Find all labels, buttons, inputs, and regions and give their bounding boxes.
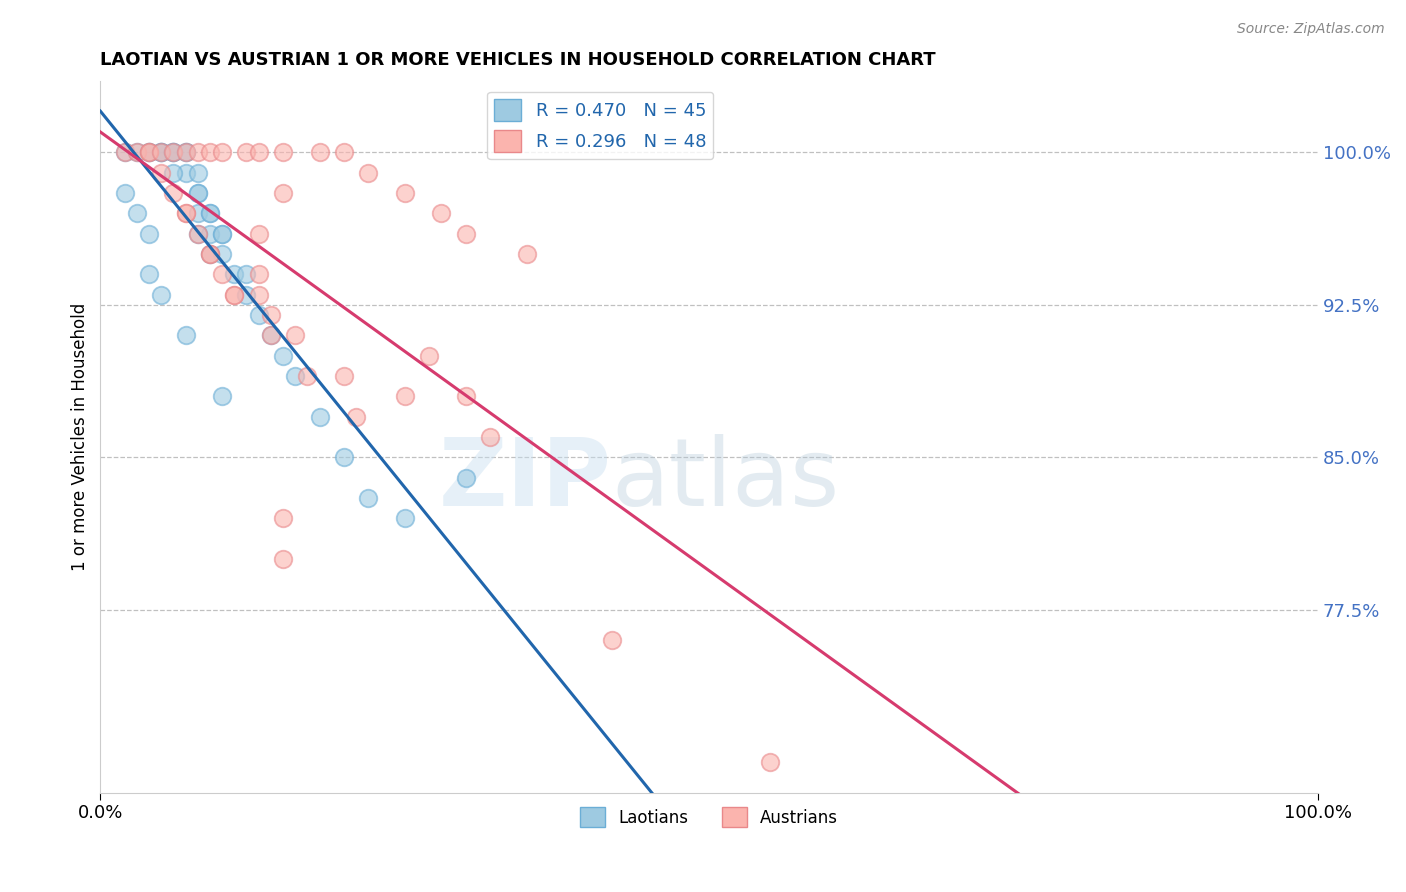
- Point: [138, 268, 160, 282]
- Point: [187, 186, 209, 201]
- Point: [224, 287, 246, 301]
- Point: [454, 389, 477, 403]
- Text: Source: ZipAtlas.com: Source: ZipAtlas.com: [1237, 22, 1385, 37]
- Point: [394, 511, 416, 525]
- Point: [138, 145, 160, 160]
- Point: [260, 308, 283, 322]
- Point: [150, 287, 173, 301]
- Point: [125, 206, 148, 220]
- Point: [138, 227, 160, 241]
- Point: [260, 328, 283, 343]
- Point: [187, 206, 209, 220]
- Text: ZIP: ZIP: [439, 434, 612, 525]
- Point: [247, 145, 270, 160]
- Point: [187, 227, 209, 241]
- Point: [430, 206, 453, 220]
- Point: [150, 166, 173, 180]
- Point: [150, 145, 173, 160]
- Point: [174, 206, 197, 220]
- Point: [418, 349, 440, 363]
- Point: [247, 268, 270, 282]
- Point: [235, 268, 257, 282]
- Point: [454, 470, 477, 484]
- Point: [162, 145, 184, 160]
- Point: [198, 206, 221, 220]
- Point: [138, 145, 160, 160]
- Point: [198, 145, 221, 160]
- Point: [357, 491, 380, 505]
- Point: [174, 206, 197, 220]
- Point: [211, 268, 233, 282]
- Point: [333, 145, 356, 160]
- Point: [162, 186, 184, 201]
- Point: [187, 145, 209, 160]
- Point: [125, 145, 148, 160]
- Point: [271, 349, 294, 363]
- Point: [174, 166, 197, 180]
- Point: [162, 145, 184, 160]
- Point: [235, 145, 257, 160]
- Point: [211, 227, 233, 241]
- Point: [600, 633, 623, 648]
- Point: [357, 166, 380, 180]
- Point: [479, 430, 502, 444]
- Point: [271, 186, 294, 201]
- Point: [516, 247, 538, 261]
- Point: [114, 145, 136, 160]
- Point: [333, 369, 356, 384]
- Point: [394, 186, 416, 201]
- Point: [162, 166, 184, 180]
- Point: [297, 369, 319, 384]
- Point: [114, 186, 136, 201]
- Point: [247, 227, 270, 241]
- Point: [308, 145, 330, 160]
- Point: [284, 369, 307, 384]
- Point: [394, 389, 416, 403]
- Point: [260, 328, 283, 343]
- Point: [284, 328, 307, 343]
- Point: [247, 287, 270, 301]
- Point: [174, 145, 197, 160]
- Point: [211, 145, 233, 160]
- Point: [271, 145, 294, 160]
- Point: [211, 389, 233, 403]
- Point: [187, 186, 209, 201]
- Point: [271, 511, 294, 525]
- Point: [162, 145, 184, 160]
- Point: [198, 227, 221, 241]
- Point: [187, 166, 209, 180]
- Point: [150, 145, 173, 160]
- Point: [174, 145, 197, 160]
- Point: [211, 247, 233, 261]
- Point: [211, 227, 233, 241]
- Point: [162, 145, 184, 160]
- Point: [198, 206, 221, 220]
- Point: [333, 450, 356, 465]
- Point: [247, 308, 270, 322]
- Point: [114, 145, 136, 160]
- Y-axis label: 1 or more Vehicles in Household: 1 or more Vehicles in Household: [72, 303, 89, 571]
- Point: [235, 287, 257, 301]
- Text: LAOTIAN VS AUSTRIAN 1 OR MORE VEHICLES IN HOUSEHOLD CORRELATION CHART: LAOTIAN VS AUSTRIAN 1 OR MORE VEHICLES I…: [100, 51, 936, 69]
- Point: [174, 328, 197, 343]
- Point: [454, 227, 477, 241]
- Point: [224, 268, 246, 282]
- Legend: Laotians, Austrians: Laotians, Austrians: [574, 800, 845, 834]
- Point: [271, 552, 294, 566]
- Point: [174, 145, 197, 160]
- Point: [138, 145, 160, 160]
- Point: [198, 247, 221, 261]
- Point: [150, 145, 173, 160]
- Point: [198, 247, 221, 261]
- Point: [308, 409, 330, 424]
- Text: atlas: atlas: [612, 434, 839, 525]
- Point: [198, 247, 221, 261]
- Point: [138, 145, 160, 160]
- Point: [187, 227, 209, 241]
- Point: [125, 145, 148, 160]
- Point: [224, 287, 246, 301]
- Point: [759, 755, 782, 769]
- Point: [344, 409, 367, 424]
- Point: [150, 145, 173, 160]
